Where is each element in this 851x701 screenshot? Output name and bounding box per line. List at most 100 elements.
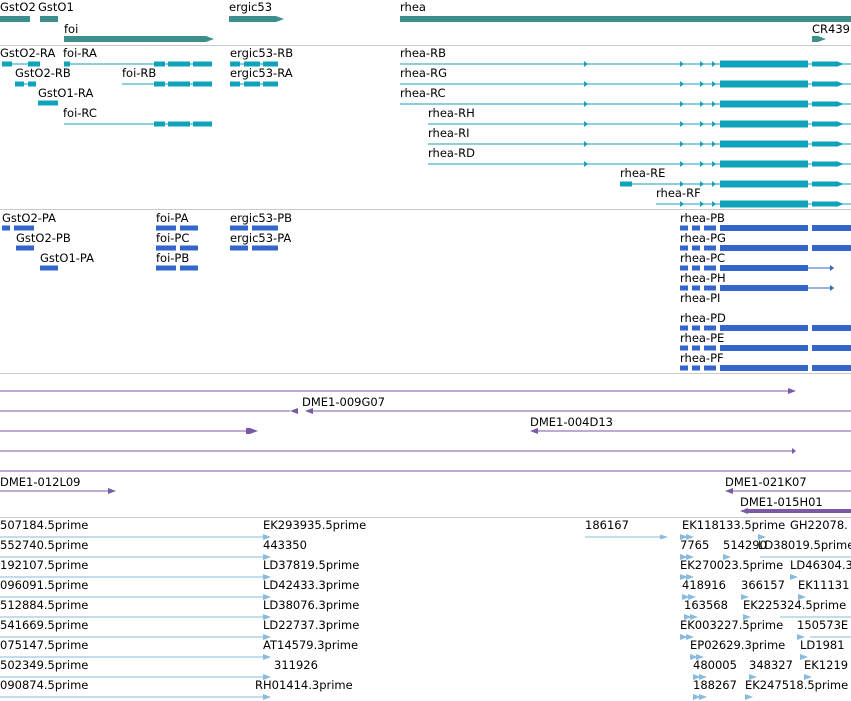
transcript-exon[interactable] (720, 200, 808, 208)
transcript-label[interactable]: rhea-RD (428, 146, 475, 160)
protein-exon[interactable] (252, 225, 278, 231)
protein-label[interactable]: rhea-PB (680, 211, 725, 225)
gene-glyph[interactable] (812, 36, 818, 42)
clone-label[interactable]: DME1-009G07 (302, 395, 386, 409)
protein-exon[interactable] (812, 365, 851, 371)
est-arrow[interactable] (686, 634, 694, 640)
transcript-exon[interactable] (263, 61, 278, 67)
clone-arrow[interactable] (290, 408, 298, 414)
est-label[interactable]: 507184.5prime (0, 518, 89, 532)
est-label[interactable]: 188267 (693, 678, 737, 692)
gene-glyph[interactable] (0, 16, 30, 22)
protein-exon[interactable] (704, 265, 716, 271)
protein-exon[interactable] (692, 285, 700, 291)
clone-arrow[interactable] (530, 428, 538, 434)
protein-exon[interactable] (704, 285, 716, 291)
protein-exon[interactable] (692, 225, 700, 231)
protein-exon[interactable] (680, 365, 688, 371)
transcript-exon[interactable] (154, 61, 165, 67)
transcript-arrow[interactable] (836, 61, 844, 67)
est-label[interactable]: 348327 (749, 658, 793, 672)
est-label[interactable]: GH22078. (790, 518, 848, 532)
est-label[interactable]: LD38076.3prime (263, 598, 360, 612)
est-arrow[interactable] (263, 654, 271, 660)
transcript-exon[interactable] (700, 161, 704, 167)
est-label[interactable]: LD46304.3 (790, 558, 851, 572)
protein-label[interactable]: ergic53-PA (230, 231, 292, 245)
protein-exon[interactable] (680, 265, 688, 271)
transcript-exon[interactable] (700, 181, 704, 187)
protein-label[interactable]: foi-PA (156, 211, 189, 225)
transcript-exon[interactable] (720, 60, 808, 68)
est-label[interactable]: 502349.5prime (0, 658, 89, 672)
transcript-exon[interactable] (812, 161, 836, 167)
protein-label[interactable]: GstO2-PB (16, 231, 71, 245)
transcript-label[interactable]: rhea-RC (400, 86, 446, 100)
est-label[interactable]: 541669.5prime (0, 618, 89, 632)
gene-arrow[interactable] (818, 36, 826, 42)
protein-exon[interactable] (812, 245, 851, 251)
protein-exon[interactable] (230, 225, 248, 231)
transcript-exon[interactable] (584, 101, 588, 107)
transcript-exon[interactable] (28, 61, 40, 67)
est-arrow[interactable] (723, 554, 731, 560)
est-arrow[interactable] (688, 594, 696, 600)
transcript-label[interactable]: GstO1-RA (38, 86, 94, 100)
clone-arrow[interactable] (725, 488, 733, 494)
protein-label[interactable]: ergic53-PB (230, 211, 293, 225)
est-arrow[interactable] (749, 674, 757, 680)
clone-box[interactable] (748, 509, 851, 513)
protein-exon[interactable] (692, 325, 700, 331)
transcript-exon[interactable] (680, 181, 684, 187)
transcript-exon[interactable] (700, 141, 704, 147)
transcript-exon[interactable] (154, 81, 165, 87)
est-arrow[interactable] (804, 674, 812, 680)
transcript-arrow[interactable] (836, 181, 844, 187)
est-arrow[interactable] (263, 694, 271, 700)
transcript-exon[interactable] (244, 81, 260, 87)
protein-exon[interactable] (16, 245, 34, 251)
est-arrow[interactable] (693, 674, 701, 680)
gene-label[interactable]: foi (64, 22, 79, 36)
est-label[interactable]: EK1219 (804, 658, 849, 672)
protein-exon[interactable] (812, 325, 851, 331)
transcript-exon[interactable] (700, 201, 704, 207)
transcript-exon[interactable] (712, 101, 716, 107)
protein-label[interactable]: foi-PB (156, 251, 190, 265)
transcript-arrow[interactable] (836, 141, 844, 147)
protein-label[interactable]: rhea-PD (680, 311, 726, 325)
protein-exon[interactable] (252, 245, 278, 251)
protein-label[interactable]: GstO2-PA (2, 211, 56, 225)
est-arrow[interactable] (263, 534, 271, 540)
transcript-label[interactable]: foi-RC (63, 106, 97, 120)
est-label[interactable]: 075147.5prime (0, 638, 89, 652)
est-label[interactable]: EK270023.5prime (680, 558, 784, 572)
gene-arrow[interactable] (206, 36, 214, 42)
est-arrow[interactable] (693, 694, 701, 700)
transcript-exon[interactable] (812, 101, 836, 107)
transcript-exon[interactable] (168, 61, 190, 67)
est-arrow[interactable] (680, 574, 688, 580)
est-label[interactable]: LD38019.5prime (758, 538, 851, 552)
est-label[interactable]: RH01414.3prime (255, 678, 353, 692)
protein-exon[interactable] (704, 345, 716, 351)
clone-arrow[interactable] (788, 388, 796, 394)
protein-label[interactable]: rhea-PF (680, 351, 724, 365)
transcript-exon[interactable] (680, 201, 684, 207)
protein-exon[interactable] (720, 345, 808, 351)
protein-label[interactable]: rhea-PE (680, 331, 725, 345)
est-arrow[interactable] (263, 574, 271, 580)
transcript-exon[interactable] (584, 161, 588, 167)
transcript-exon[interactable] (154, 121, 165, 127)
transcript-exon[interactable] (720, 180, 808, 188)
transcript-exon[interactable] (680, 61, 684, 67)
protein-label[interactable]: rhea-PC (680, 251, 726, 265)
est-arrow[interactable] (690, 614, 698, 620)
transcript-label[interactable]: rhea-RG (400, 66, 447, 80)
est-label[interactable]: 480005 (693, 658, 737, 672)
protein-exon[interactable] (704, 365, 716, 371)
clone-label[interactable]: DME1-004D13 (530, 415, 613, 429)
transcript-label[interactable]: ergic53-RA (230, 66, 293, 80)
protein-label[interactable]: GstO1-PA (40, 251, 94, 265)
transcript-exon[interactable] (680, 81, 684, 87)
